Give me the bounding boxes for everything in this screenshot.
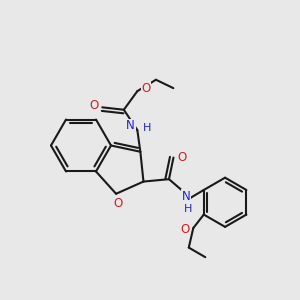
Text: H: H bbox=[143, 123, 151, 133]
Text: O: O bbox=[113, 197, 122, 210]
Text: N: N bbox=[182, 190, 190, 203]
Text: O: O bbox=[89, 99, 98, 112]
Text: N: N bbox=[126, 119, 135, 132]
Text: O: O bbox=[141, 82, 150, 94]
Text: H: H bbox=[184, 204, 192, 214]
Text: O: O bbox=[180, 223, 190, 236]
Text: O: O bbox=[178, 151, 187, 164]
